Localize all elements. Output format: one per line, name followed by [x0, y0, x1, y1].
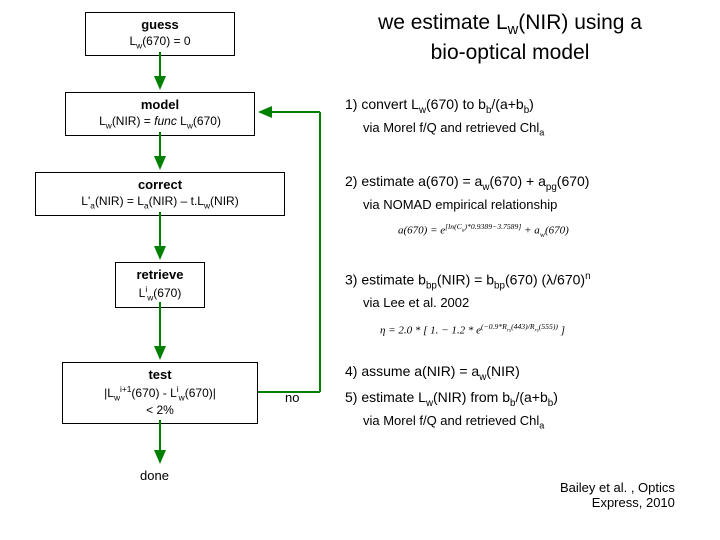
step-2: 2) estimate a(670) = aw(670) + apg(670) …: [345, 172, 589, 214]
box-guess-heading: guess: [92, 17, 228, 34]
step-5: 5) estimate Lw(NIR) from bb/(a+bb) via M…: [345, 388, 558, 432]
box-test-heading: test: [69, 367, 251, 384]
box-test: test |Lwi+1(670) - Liw(670)|< 2%: [62, 362, 258, 424]
box-model-heading: model: [72, 97, 248, 114]
box-model: model Lw(NIR) = func Lw(670): [65, 92, 255, 136]
box-guess: guess Lw(670) = 0: [85, 12, 235, 56]
step-1: 1) convert Lw(670) to bb/(a+bb) via More…: [345, 95, 544, 139]
formula-2: a(670) = e[ln(Ca)*0.9389−3.7589] + aw(67…: [398, 222, 569, 239]
citation: Bailey et al. , Optics Express, 2010: [560, 480, 675, 510]
box-correct-heading: correct: [42, 177, 278, 194]
no-label: no: [285, 390, 299, 405]
page-title: we estimate Lw(NIR) using abio-optical m…: [320, 10, 700, 65]
box-correct: correct L'a(NIR) = La(NIR) – t.Lw(NIR): [35, 172, 285, 216]
box-done: done: [140, 468, 169, 483]
box-guess-content: Lw(670) = 0: [92, 34, 228, 51]
box-retrieve-heading: retrieve: [122, 267, 198, 284]
step-3: 3) estimate bbp(NIR) = bbp(670) (λ/670)n…: [345, 270, 591, 313]
box-test-content: |Lwi+1(670) - Liw(670)|< 2%: [69, 384, 251, 419]
step-4: 4) assume a(NIR) = aw(NIR): [345, 362, 520, 385]
box-retrieve: retrieve Liw(670): [115, 262, 205, 308]
formula-3: η = 2.0 * [ 1. − 1.2 * e(−0.9*Rrs(443)/R…: [380, 322, 565, 337]
box-model-content: Lw(NIR) = func Lw(670): [72, 114, 248, 131]
box-retrieve-content: Liw(670): [122, 284, 198, 303]
box-correct-content: L'a(NIR) = La(NIR) – t.Lw(NIR): [42, 194, 278, 211]
